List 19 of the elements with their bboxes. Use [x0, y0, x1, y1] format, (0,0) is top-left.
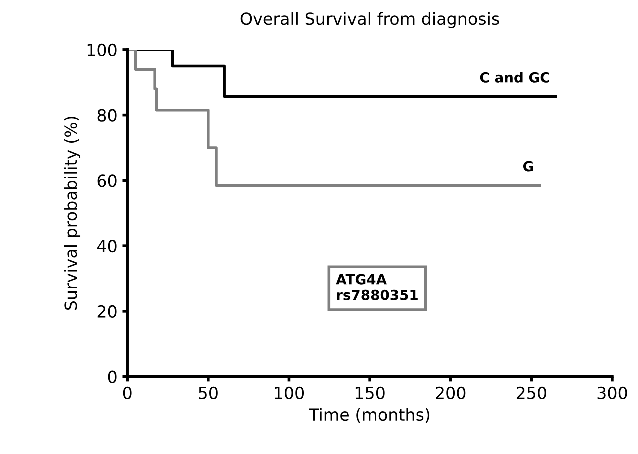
y-tick-label: 40	[97, 240, 117, 253]
y-tick-label: 60	[98, 174, 117, 188]
y-axis-title: Survival probability (%)	[64, 117, 81, 310]
y-tick-label: 80	[98, 109, 117, 122]
x-tick-label: 200	[436, 386, 466, 400]
x-tick-label: 300	[598, 386, 628, 400]
chart-title: Overall Survival from diagnosis	[240, 12, 500, 28]
x-tick-label: 250	[516, 386, 546, 400]
x-tick-label: 100	[275, 386, 304, 400]
annotation: ATG4A rs7880351	[336, 274, 418, 300]
y-tick-label: 20	[98, 305, 117, 318]
y-tick-label: 0	[108, 370, 117, 384]
x-tick-label: 150	[356, 386, 385, 400]
y-tick-label: 100	[88, 44, 117, 57]
x-tick-label: 0	[123, 386, 132, 400]
x-tick-label: 50	[199, 386, 218, 400]
series-label: G	[523, 161, 534, 172]
series-label: C and GC	[480, 72, 550, 83]
x-axis-title: Time (months)	[309, 408, 430, 424]
